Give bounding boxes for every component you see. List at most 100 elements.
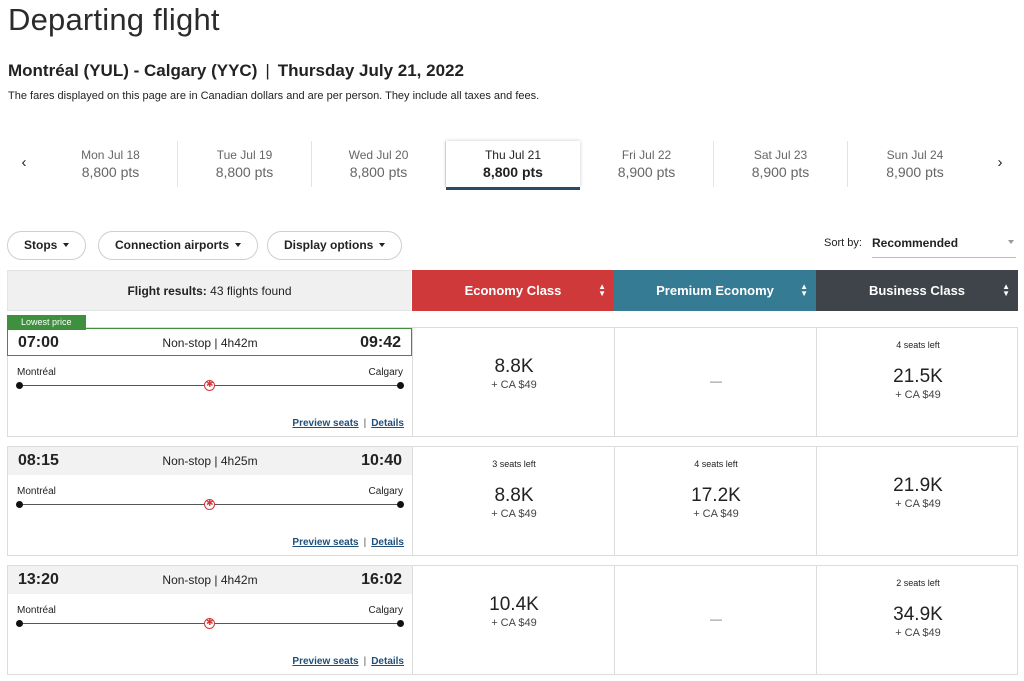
origin-city: Montréal [17, 605, 56, 616]
destination-dot-icon [397, 620, 404, 627]
flight-summary: Non-stop | 4h42m [162, 336, 258, 350]
date-tab-points: 8,800 pts [483, 164, 543, 180]
link-separator: | [363, 537, 367, 548]
flight-summary: Non-stop | 4h25m [162, 454, 258, 468]
details-link[interactable]: Details [371, 418, 404, 429]
destination-city: Calgary [368, 486, 403, 497]
economy-fare-cell[interactable]: 3 seats left 8.8K + CA $49 [412, 447, 615, 555]
departure-time: 07:00 [18, 334, 59, 351]
preview-seats-link[interactable]: Preview seats [292, 418, 359, 429]
route-date: Thursday July 21, 2022 [277, 61, 464, 80]
details-link[interactable]: Details [371, 656, 404, 667]
connection-airports-filter-button[interactable]: Connection airports [98, 231, 259, 260]
date-tab-selected[interactable]: Thu Jul 21 8,800 pts [446, 141, 580, 190]
sort-select[interactable]: Recommended [872, 232, 1016, 258]
sort-value: Recommended [872, 236, 959, 250]
business-class-header[interactable]: Business Class ▲ ▼ [816, 270, 1018, 311]
seats-left: 3 seats left [492, 459, 536, 469]
route-cities: Montréal (YUL) - Calgary (YYC) [8, 61, 258, 80]
flight-row: Lowest price 07:00 Non-stop | 4h42m 09:4… [7, 315, 1019, 437]
flight-links: Preview seats | Details [292, 418, 404, 429]
flight-info: 13:20 Non-stop | 4h42m 16:02 Montréal Ca… [8, 566, 412, 674]
economy-fare-cell[interactable]: 10.4K + CA $49 [412, 566, 615, 674]
seats-left: 2 seats left [896, 578, 940, 588]
business-fare-cell[interactable]: 2 seats left 34.9K + CA $49 [816, 566, 1019, 674]
date-tab-label: Sat Jul 23 [753, 148, 808, 162]
airline-logo-icon [204, 379, 215, 391]
sort-arrows-icon: ▲ ▼ [598, 282, 606, 298]
caret-down-icon [235, 243, 242, 247]
premium-economy-header[interactable]: Premium Economy ▲ ▼ [614, 270, 816, 311]
business-fare-cell[interactable]: 21.9K + CA $49 [816, 447, 1019, 555]
sort-arrows-icon: ▲ ▼ [1002, 282, 1010, 298]
results-count: 43 flights found [210, 284, 292, 298]
date-tab[interactable]: Sat Jul 23 8,900 pts [714, 141, 848, 187]
stops-filter-label: Stops [24, 238, 58, 252]
fare-fees: + CA $49 [895, 627, 941, 639]
sort-label: Sort by: [824, 237, 862, 249]
fare-fees: + CA $49 [491, 379, 537, 391]
origin-dot-icon [16, 501, 23, 508]
origin-city: Montréal [17, 367, 56, 378]
date-tab[interactable]: Wed Jul 20 8,800 pts [312, 141, 446, 187]
destination-city: Calgary [368, 605, 403, 616]
date-tab[interactable]: Sun Jul 24 8,900 pts [848, 141, 982, 187]
date-tab-label: Tue Jul 19 [216, 148, 273, 162]
link-separator: | [363, 418, 367, 429]
preview-seats-link[interactable]: Preview seats [292, 537, 359, 548]
arrival-time: 16:02 [361, 571, 402, 588]
date-tab[interactable]: Fri Jul 22 8,900 pts [580, 141, 714, 187]
flight-row: 13:20 Non-stop | 4h42m 16:02 Montréal Ca… [7, 565, 1018, 675]
seats-left: 4 seats left [694, 459, 738, 469]
destination-dot-icon [397, 501, 404, 508]
fare-unavailable: — [710, 612, 722, 626]
departure-time: 13:20 [18, 571, 59, 588]
airline-logo-icon [204, 617, 215, 629]
origin-dot-icon [16, 382, 23, 389]
flight-time-bar: 13:20 Non-stop | 4h42m 16:02 [8, 566, 412, 594]
destination-dot-icon [397, 382, 404, 389]
flight-links: Preview seats | Details [292, 537, 404, 548]
premium-economy-label: Premium Economy [656, 283, 774, 298]
fare-fees: + CA $49 [693, 508, 739, 520]
details-link[interactable]: Details [371, 537, 404, 548]
prev-dates-chevron-icon[interactable]: ‹ [21, 154, 27, 171]
connection-filter-label: Connection airports [115, 238, 230, 252]
results-label: Flight results: [127, 284, 207, 298]
next-dates-chevron-icon[interactable]: › [997, 154, 1003, 171]
display-options-label: Display options [284, 238, 374, 252]
business-fare-cell[interactable]: 4 seats left 21.5K + CA $49 [816, 328, 1019, 436]
date-carousel: ‹ Mon Jul 18 8,800 pts Tue Jul 19 8,800 pt… [0, 137, 1024, 193]
premium-fare-cell[interactable]: 4 seats left 17.2K + CA $49 [614, 447, 817, 555]
display-options-button[interactable]: Display options [267, 231, 403, 260]
origin-dot-icon [16, 620, 23, 627]
flight-row: 08:15 Non-stop | 4h25m 10:40 Montréal Ca… [7, 446, 1018, 556]
date-tab-points: 8,800 pts [349, 164, 408, 180]
preview-seats-link[interactable]: Preview seats [292, 656, 359, 667]
date-tab[interactable]: Mon Jul 18 8,800 pts [44, 141, 178, 187]
page-title: Departing flight [8, 2, 220, 37]
airline-logo-icon [204, 498, 215, 510]
date-tab-label: Fri Jul 22 [621, 148, 672, 162]
flight-info: Lowest price 07:00 Non-stop | 4h42m 09:4… [7, 315, 412, 436]
date-tab-label: Thu Jul 21 [484, 148, 542, 162]
arrival-time: 10:40 [361, 452, 402, 469]
fare-fees: + CA $49 [491, 617, 537, 629]
lowest-price-badge: Lowest price [7, 315, 86, 330]
economy-fare-cell[interactable]: 8.8K + CA $49 [412, 328, 615, 436]
flight-links: Preview seats | Details [292, 656, 404, 667]
fare-fees: + CA $49 [491, 508, 537, 520]
stops-filter-button[interactable]: Stops [7, 231, 87, 260]
fare-price: 21.9K [893, 475, 943, 496]
fare-price: 34.9K [893, 604, 943, 625]
date-tab[interactable]: Tue Jul 19 8,800 pts [178, 141, 312, 187]
date-tab-points: 8,900 pts [751, 164, 810, 180]
caret-down-icon [1008, 240, 1014, 244]
destination-city: Calgary [368, 367, 403, 378]
economy-class-header[interactable]: Economy Class ▲ ▼ [412, 270, 614, 311]
fare-price: 8.8K [494, 356, 534, 377]
premium-fare-cell: — [614, 566, 817, 674]
results-header: Flight results: 43 flights found [7, 270, 411, 311]
caret-down-icon [63, 243, 70, 247]
route-separator: | [265, 61, 270, 80]
